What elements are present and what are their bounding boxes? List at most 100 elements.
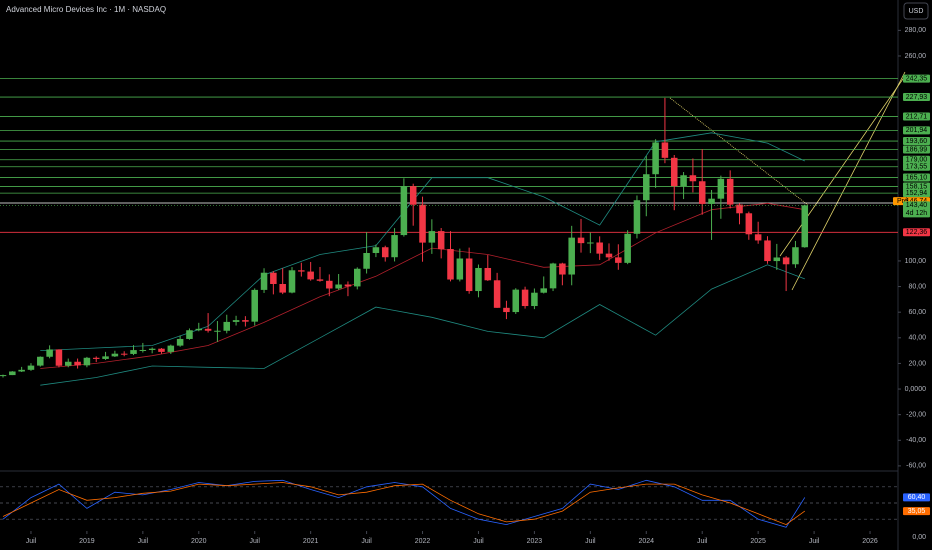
currency[interactable]: USD (909, 8, 924, 15)
candle-body (782, 257, 790, 265)
level-label: 186,99 (906, 146, 928, 153)
osc-tag (903, 507, 930, 516)
candle-body (465, 258, 473, 292)
level-label: 152,94 (906, 190, 928, 197)
candle-body (745, 213, 753, 235)
candle-body (139, 349, 147, 351)
candle-body (326, 280, 333, 289)
candle-body (419, 204, 426, 243)
level-label: 158,15 (906, 183, 928, 190)
candle-body (587, 242, 594, 244)
candle-body (381, 247, 389, 258)
candle-body (223, 321, 231, 331)
y-tick-label: -20,00 (906, 412, 926, 419)
x-tick-label: Juil (473, 538, 484, 545)
last-label: 143,40 (906, 202, 928, 209)
candle-body (726, 178, 734, 205)
candle-body (624, 233, 631, 263)
candle-body (242, 320, 249, 322)
candle-body (391, 235, 398, 258)
x-tick-label: Juil (585, 538, 596, 545)
osc-line (2, 482, 806, 526)
candle-body (232, 320, 240, 322)
candle-body (251, 289, 258, 322)
candle-body (176, 338, 184, 346)
candle-body (456, 258, 464, 280)
x-tick-label: 2020 (191, 538, 207, 545)
candle-body (409, 186, 417, 205)
currency-button[interactable] (903, 2, 929, 20)
candle-body (512, 289, 520, 313)
candle-body (689, 175, 697, 182)
candle-body (428, 231, 436, 243)
candle-body (27, 365, 35, 370)
level-tag (903, 126, 930, 135)
candle-body (615, 257, 622, 263)
premarket-tag-text: Pré (897, 198, 908, 205)
candle-body (400, 186, 408, 236)
trendlines (669, 71, 906, 291)
candle-body (55, 349, 63, 366)
candle-body (372, 247, 380, 253)
candle-body (698, 181, 706, 204)
level-tag (903, 137, 930, 146)
x-tick-label: 2024 (638, 538, 654, 545)
candle-body (754, 234, 762, 241)
candle-body (158, 348, 165, 352)
y-tick-label: 40,00 (908, 335, 926, 342)
candle-body (475, 267, 482, 292)
candle-body (447, 249, 454, 280)
osc-last-label: 60,40 (908, 494, 926, 501)
last-tag (903, 201, 930, 218)
y-tick-label: 0,0000 (905, 386, 927, 393)
last-countdown: 4d 12h (906, 210, 928, 217)
candle-body (167, 345, 175, 352)
candle-body (186, 330, 193, 339)
candle-body (568, 237, 575, 275)
candle-body (652, 142, 659, 175)
candle-body (661, 142, 669, 158)
level-label: 165,10 (906, 174, 928, 181)
candle-body (9, 371, 16, 376)
candle-body (521, 289, 529, 307)
candle-body (764, 240, 771, 262)
level-tag (903, 93, 930, 102)
level-tag (903, 74, 930, 83)
candle-body (74, 361, 81, 366)
candle-body (643, 174, 650, 201)
x-tick-label: Juil (809, 538, 820, 545)
candle-body (64, 361, 72, 366)
candle-body (437, 231, 445, 250)
candle-body (148, 348, 156, 350)
level-tag (903, 112, 930, 121)
level-label: 122,36 (906, 229, 928, 236)
band-line (40, 264, 805, 386)
osc-tag (903, 493, 930, 502)
y-tick-label: -40,00 (906, 437, 926, 444)
y-tick-label: 260,00 (905, 53, 927, 60)
level-label: 227,93 (906, 94, 928, 101)
level-tag (903, 145, 930, 154)
candle-body (531, 292, 538, 307)
x-tick-label: 2021 (303, 538, 319, 545)
candle-body (670, 157, 678, 187)
x-tick-label: 2019 (79, 538, 95, 545)
y-tick-label: 80,00 (908, 283, 926, 290)
band-line (40, 132, 805, 351)
candle-body (363, 252, 370, 269)
candle-body (549, 263, 557, 289)
candle-body (298, 270, 305, 272)
candle-body (717, 178, 725, 199)
y-tick-label: 280,00 (905, 27, 927, 34)
level-tag (903, 228, 930, 237)
candle-body (204, 328, 212, 331)
x-tick-label: Juil (249, 538, 260, 545)
candle-body (493, 280, 501, 308)
osc-tick-label: 0,00 (912, 534, 926, 541)
level-label: 242,35 (906, 75, 928, 82)
candle-body (37, 356, 44, 366)
level-tag (903, 189, 930, 198)
level-label: 173,55 (906, 164, 928, 171)
candle-body (279, 283, 286, 293)
candle-body (773, 257, 781, 262)
